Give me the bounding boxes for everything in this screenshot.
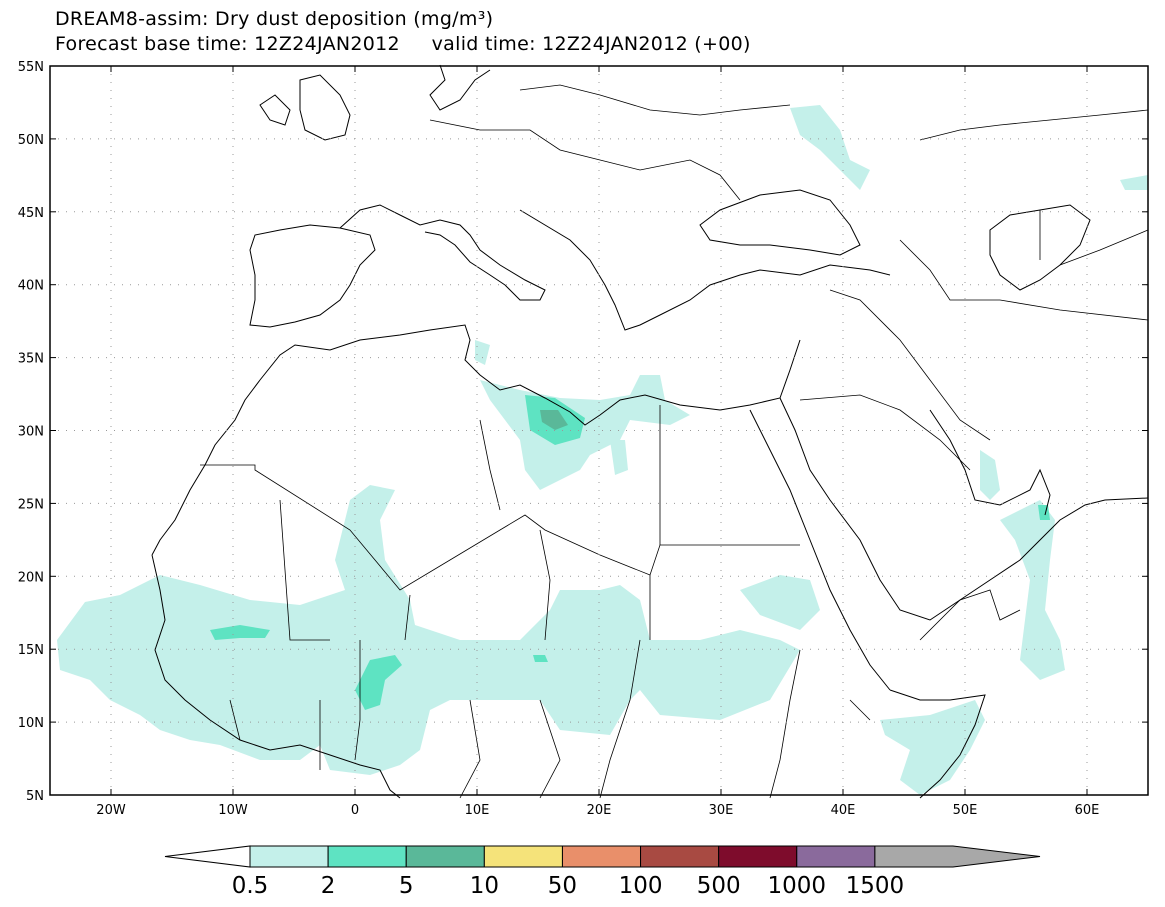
- dust-region-caspian: [1120, 175, 1148, 190]
- colorbar-label: 0.5: [232, 873, 269, 899]
- lat-label: 50N: [18, 133, 44, 148]
- lat-label: 30N: [18, 425, 44, 440]
- colorbar-label: 50: [548, 873, 577, 899]
- lat-label: 5N: [26, 789, 44, 804]
- colorbar-segment: [640, 845, 720, 868]
- dust-region-oman-medium: [1038, 505, 1050, 520]
- colorbar-segment: [483, 845, 563, 868]
- colorbar-label: 1000: [768, 873, 827, 899]
- dust-region-sudan: [740, 575, 820, 630]
- colorbar-label: 500: [697, 873, 741, 899]
- lat-label: 10N: [18, 716, 44, 731]
- dust-region-west-africa: [57, 485, 800, 775]
- map-subtitle: Forecast base time: 12Z24JAN2012 valid t…: [55, 33, 751, 55]
- dust-region-chad-medium: [533, 655, 548, 662]
- country-borders: [200, 84, 1149, 799]
- colorbar-segment: [796, 845, 876, 868]
- dust-region-libya: [480, 375, 690, 490]
- colorbar-segment: [249, 845, 329, 868]
- colorbar: 0.5 2 5 10 50 100 500 1000 1500: [164, 845, 1041, 899]
- lon-label: 60E: [1075, 803, 1100, 818]
- lat-label: 55N: [18, 60, 44, 75]
- dust-region-black-sea: [790, 105, 870, 190]
- map-frame: 55N 50N 45N 40N 35N 30N 25N 20N 15N 10N 5N 20W 10W 0 1…: [18, 60, 1149, 818]
- map-title: DREAM8-assim: Dry dust deposition (mg/m³…: [55, 8, 494, 30]
- colorbar-label: 10: [470, 873, 499, 899]
- colorbar-segment: [718, 845, 798, 868]
- colorbar-under-arrow: [164, 845, 251, 868]
- lat-label: 20N: [18, 570, 44, 585]
- dust-region-mali-medium: [210, 625, 270, 640]
- dust-region-nigeria-medium: [355, 655, 402, 710]
- dust-region-arabia: [980, 450, 1065, 680]
- dust-shading: [57, 105, 1148, 795]
- dust-region-libya-south: [610, 440, 628, 475]
- dust-region-tunisia: [475, 340, 490, 365]
- lat-label: 40N: [18, 279, 44, 294]
- lon-label: 40E: [831, 803, 856, 818]
- colorbar-label: 2: [321, 873, 336, 899]
- lon-label: 50E: [953, 803, 978, 818]
- lon-label: 20E: [587, 803, 612, 818]
- lat-label: 15N: [18, 643, 44, 658]
- lat-label: 45N: [18, 206, 44, 221]
- colorbar-over-segment: [874, 845, 1041, 868]
- lon-label: 10E: [465, 803, 490, 818]
- dust-region-sirte-high: [540, 410, 568, 430]
- colorbar-label: 1500: [846, 873, 905, 899]
- dust-region-horn: [880, 700, 985, 795]
- lon-label: 10W: [218, 803, 248, 818]
- coastlines: [151, 64, 1149, 799]
- colorbar-label: 5: [399, 873, 414, 899]
- lon-label: 0: [351, 803, 359, 818]
- colorbar-segment: [327, 845, 407, 868]
- lon-label: 20W: [96, 803, 126, 818]
- lat-label: 25N: [18, 497, 44, 512]
- colorbar-segment: [561, 845, 642, 868]
- lon-label: 30E: [709, 803, 734, 818]
- colorbar-label: 100: [619, 873, 663, 899]
- lat-label: 35N: [18, 352, 44, 367]
- colorbar-segment: [405, 845, 485, 868]
